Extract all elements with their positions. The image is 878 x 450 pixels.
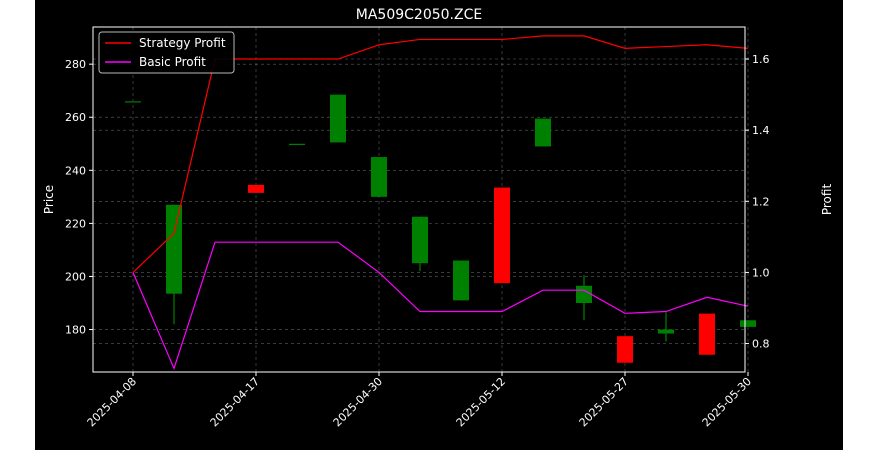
basic-profit-line bbox=[132, 241, 749, 371]
candle-body bbox=[494, 187, 510, 284]
y-tick-label: 200 bbox=[65, 270, 86, 283]
x-axis: 2025-04-08 2025-04-17 2025-04-30 2025-05-12… bbox=[85, 372, 754, 429]
candle-body bbox=[576, 285, 592, 303]
candlestick-chart: 180 200 220 240 260 280 0.8 1.0 1.2 1.4 1.6 2025-… bbox=[42, 7, 834, 429]
y2-tick-label: 1.4 bbox=[752, 124, 770, 137]
chart-title: MA509C2050.ZCE bbox=[356, 7, 482, 23]
right-axis: 0.8 1.0 1.2 1.4 1.6 bbox=[745, 53, 770, 351]
candle-body bbox=[412, 216, 428, 264]
x-tick-label: 2025-04-17 bbox=[208, 375, 262, 429]
plot-area-frame bbox=[92, 26, 746, 373]
y-tick-label: 180 bbox=[65, 324, 86, 337]
strategy-profit-line bbox=[132, 35, 749, 273]
y-tick-label: 260 bbox=[65, 111, 86, 124]
y2-tick-label: 1.2 bbox=[752, 195, 770, 208]
candle-body bbox=[330, 94, 346, 143]
y2-tick-label: 0.8 bbox=[752, 338, 770, 351]
candle-body bbox=[289, 143, 305, 145]
x-tick-label: 2025-04-30 bbox=[331, 375, 385, 429]
candle-body bbox=[699, 313, 715, 355]
y-tick-label: 220 bbox=[65, 217, 86, 230]
candle-body bbox=[125, 101, 141, 103]
y2-axis-label: Profit bbox=[820, 184, 834, 216]
candle-body bbox=[617, 336, 633, 363]
legend-box bbox=[98, 31, 235, 74]
legend: Strategy Profit Basic Profit bbox=[98, 31, 235, 74]
x-tick-label: 2025-05-12 bbox=[454, 375, 508, 429]
y-tick-label: 240 bbox=[65, 164, 86, 177]
candle-body bbox=[166, 204, 182, 294]
left-axis: 180 200 220 240 260 280 bbox=[65, 58, 93, 337]
y-axis-label: Price bbox=[42, 185, 56, 214]
chart-figure: 180 200 220 240 260 280 0.8 1.0 1.2 1.4 1.6 2025-… bbox=[35, 0, 843, 450]
y2-tick-label: 1.0 bbox=[752, 266, 770, 279]
x-tick-label: 2025-04-08 bbox=[85, 375, 139, 429]
candle-body bbox=[658, 329, 674, 334]
candle-body bbox=[371, 157, 387, 197]
grid-lines bbox=[93, 27, 749, 372]
candles bbox=[125, 94, 756, 363]
candle-body bbox=[740, 320, 756, 327]
legend-label: Basic Profit bbox=[139, 55, 206, 69]
x-tick-label: 2025-05-27 bbox=[577, 375, 631, 429]
candle-body bbox=[248, 184, 264, 193]
legend-label: Strategy Profit bbox=[139, 36, 226, 50]
y2-tick-label: 1.6 bbox=[752, 53, 770, 66]
x-tick-label: 2025-05-30 bbox=[700, 375, 754, 429]
y-tick-label: 280 bbox=[65, 58, 86, 71]
candle-body bbox=[453, 260, 469, 301]
candle-body bbox=[535, 118, 551, 147]
profit-lines bbox=[132, 35, 749, 371]
